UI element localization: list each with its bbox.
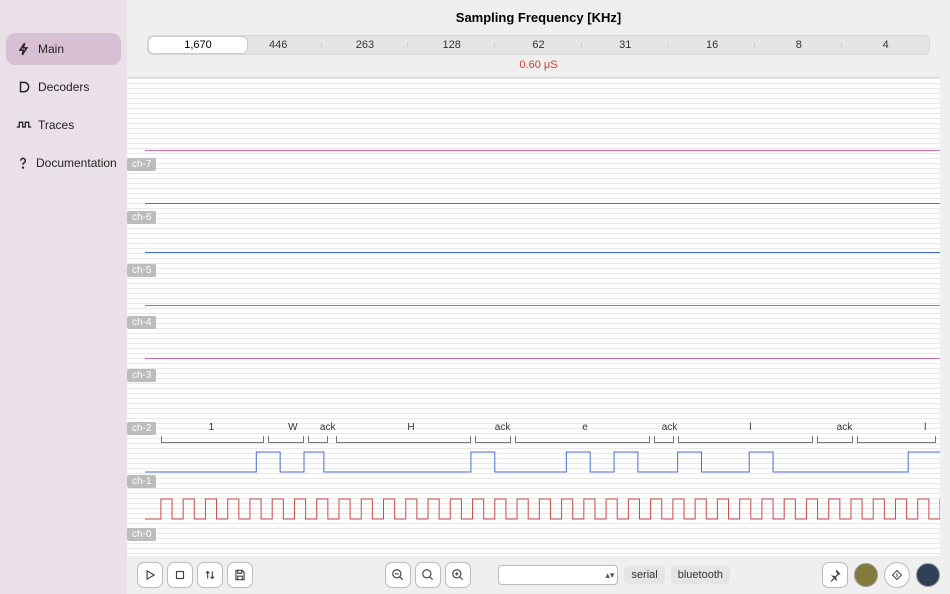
zoom-fit-button[interactable] [415,562,441,588]
d-icon [16,79,32,95]
decode-bracket [161,436,264,443]
select-arrows-icon: ▴▾ [605,572,614,579]
channel-label[interactable]: ch-6 [127,211,156,224]
frequency-segment[interactable]: 128 [408,39,495,51]
sidebar-item-label: Documentation [36,156,117,170]
decode-label: ack [837,422,853,433]
frequency-thumb[interactable]: 1,670 [148,36,248,54]
digital-wave [145,498,940,520]
sidebar-item-traces[interactable]: Traces [6,109,121,141]
decode-bracket [817,436,853,443]
decode-label: W [288,422,297,433]
decode-bracket [308,436,328,443]
frequency-segment[interactable]: 8 [755,39,842,51]
period-label: 0.60 μS [127,59,950,71]
decode-label: l [924,422,926,433]
help-icon [16,155,30,171]
frequency-segment[interactable]: 263 [322,39,409,51]
channel-label[interactable]: ch-7 [127,158,156,171]
sidebar-item-main[interactable]: Main [6,33,121,65]
header: Sampling Frequency [KHz] [127,0,950,31]
decode-label: H [407,422,414,433]
sidebar-item-label: Decoders [38,80,89,94]
toolbar: ▴▾ serial bluetooth [127,556,950,594]
decode-label: l [749,422,751,433]
decode-label: e [582,422,588,433]
decode-bracket [268,436,304,443]
zoom-out-button[interactable] [385,562,411,588]
bluetooth-chip[interactable]: bluetooth [671,566,730,584]
frequency-segment[interactable]: 31 [582,39,669,51]
updown-button[interactable] [197,562,223,588]
transport-group [137,562,253,588]
decode-bracket [515,436,650,443]
save-button[interactable] [227,562,253,588]
channel-trace [145,252,940,253]
frequency-segment[interactable]: 62 [495,39,582,51]
frequency-thumb-value: 1,670 [184,39,212,51]
channel-trace [145,305,940,306]
channel-label[interactable]: ch-3 [127,369,156,382]
status-dot-olive[interactable] [854,563,878,587]
diamond-button[interactable] [884,562,910,588]
channel-label[interactable]: ch-0 [127,528,156,541]
main-panel: Sampling Frequency [KHz] 1,670 446263128… [127,0,950,594]
frequency-segment[interactable]: 446 [235,39,322,51]
serial-chip[interactable]: serial [624,566,664,584]
decode-bracket [654,436,674,443]
bolt-icon [16,41,32,57]
port-select[interactable]: ▴▾ [498,565,618,585]
wave-icon [16,117,32,133]
decode-bracket [336,436,471,443]
frequency-segment[interactable]: 16 [669,39,756,51]
decode-label: ack [662,422,678,433]
play-button[interactable] [137,562,163,588]
decode-label: 1 [209,422,215,433]
decode-label: ack [320,422,336,433]
sidebar-item-label: Main [38,42,64,56]
sidebar-item-label: Traces [38,118,74,132]
sidebar-item-decoders[interactable]: Decoders [6,71,121,103]
sidebar-item-documentation[interactable]: Documentation [6,147,121,179]
channel-trace [145,203,940,204]
channel-trace [145,150,940,151]
zoom-group [385,562,471,588]
decode-bracket [678,436,813,443]
status-dot-navy[interactable] [916,563,940,587]
pin-button[interactable] [822,562,848,588]
decode-bracket [857,436,937,443]
page-title: Sampling Frequency [KHz] [147,10,930,25]
frequency-segment[interactable]: 4 [842,39,929,51]
channel-label[interactable]: ch-1 [127,475,156,488]
decode-bracket [475,436,511,443]
sidebar: Main Decoders Traces Documentation [0,0,127,594]
channel-label[interactable]: ch-5 [127,264,156,277]
decode-label: ack [495,422,511,433]
channel-label[interactable]: ch-2 [127,422,156,435]
frequency-slider[interactable]: 1,670 44626312862311684 [147,35,930,55]
channel-label[interactable]: ch-4 [127,316,156,329]
stop-button[interactable] [167,562,193,588]
zoom-in-button[interactable] [445,562,471,588]
waveform-canvas[interactable]: ch-7 ch-6 ch-5 ch-4 ch-3 ch-2 ch-1 ch-0 1 Wack Hac… [127,77,940,556]
channel-trace [145,358,940,359]
digital-wave [145,451,940,473]
